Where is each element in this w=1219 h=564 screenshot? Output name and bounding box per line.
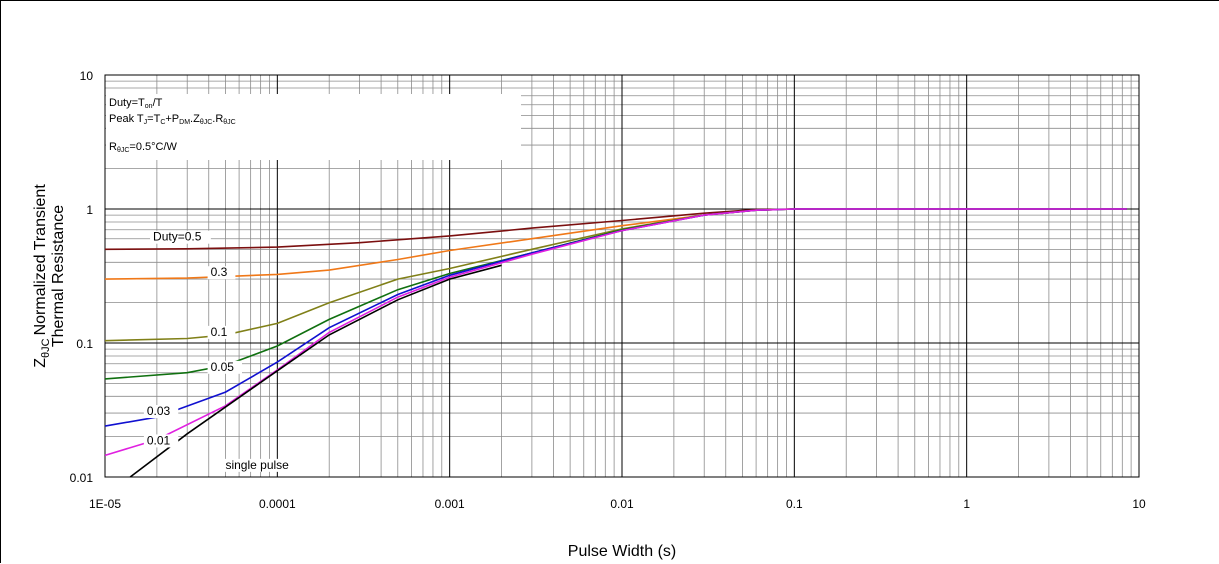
series-label-bg [150, 230, 211, 244]
series-label-bg [222, 458, 310, 472]
x-tick-label: 0.001 [435, 497, 465, 511]
series-label-bg [207, 325, 236, 339]
series-label: Duty=0.5 [153, 230, 202, 244]
x-tick-label: 1 [963, 497, 970, 511]
series-label: single pulse [225, 458, 289, 472]
series-label-bg [143, 434, 179, 448]
series-label-bg [207, 266, 236, 280]
y-axis-title: ZθJCNormalized Transient Thermal Resista… [32, 184, 67, 368]
series-label-bg [207, 360, 243, 374]
series-label: 0.03 [147, 404, 171, 418]
series-label-bg [143, 405, 179, 419]
duty-formula: Duty=Ton/T [109, 97, 163, 110]
x-tick-label: 0.1 [786, 497, 803, 511]
x-tick-label: 10 [1132, 497, 1146, 511]
series-label: 0.3 [211, 265, 228, 279]
annotation-box [106, 94, 521, 160]
x-axis-title: Pulse Width (s) [568, 543, 676, 560]
series-line [104, 208, 1127, 280]
y-tick-label: 1 [86, 203, 93, 217]
y-tick-label: 10 [80, 69, 94, 83]
x-tick-label: 1E-05 [89, 497, 121, 511]
y-axis-title-line2: Thermal Resistance [50, 205, 67, 347]
series-label: 0.05 [211, 360, 235, 374]
y-axis-title-line1: ZθJCNormalized Transient [32, 184, 52, 368]
series-line [104, 208, 1127, 427]
plot-area [104, 74, 1140, 478]
series-line [104, 208, 1127, 457]
x-tick-label: 0.01 [610, 497, 634, 511]
series-label: 0.1 [211, 325, 228, 339]
rth-value: RθJC=0.5°C/W [109, 141, 178, 154]
peak-formula: Peak TJ=TC+PDM.ZθJC.RθJC [109, 113, 236, 126]
series-line [129, 264, 502, 478]
series-label: 0.01 [147, 433, 171, 447]
y-tick-label: 0.01 [70, 471, 94, 485]
series-line [104, 208, 1127, 380]
x-tick-label: 0.0001 [259, 497, 296, 511]
y-tick-label: 0.1 [76, 337, 93, 351]
